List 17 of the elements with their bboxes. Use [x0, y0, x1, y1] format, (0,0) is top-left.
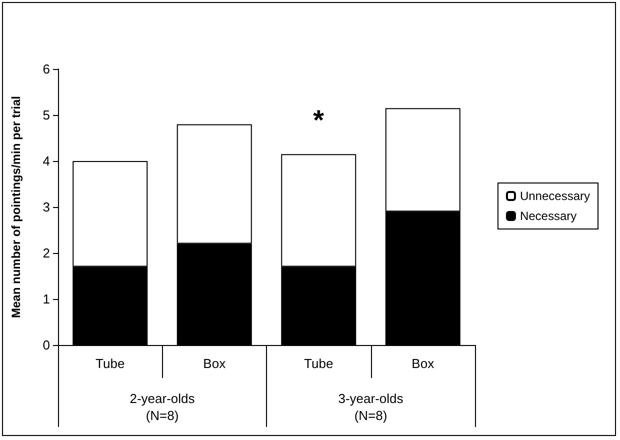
y-tick-label: 0 — [42, 338, 50, 352]
y-tick-label: 5 — [42, 108, 50, 122]
y-axis-title: Mean number of pointings/min per trial — [9, 96, 23, 318]
y-tick-label: 6 — [42, 62, 50, 76]
legend-label: Necessary — [520, 209, 577, 223]
text: 2-year-olds (N=8) — [130, 391, 196, 423]
annotation: * — [313, 104, 324, 136]
legend-label: Unnecessary — [520, 189, 590, 203]
text: 3-year-olds (N=8) — [338, 391, 404, 423]
y-tick-label: 3 — [42, 200, 50, 214]
x-tick-label: Tube — [96, 356, 125, 371]
y-tick-label: 2 — [42, 246, 50, 260]
x-tick-label: Box — [203, 356, 226, 371]
y-tick-label: 1 — [42, 292, 50, 306]
x-tick-label: Tube — [304, 356, 334, 371]
y-tick-label: 4 — [42, 154, 50, 168]
x-tick-label: Box — [412, 356, 435, 371]
